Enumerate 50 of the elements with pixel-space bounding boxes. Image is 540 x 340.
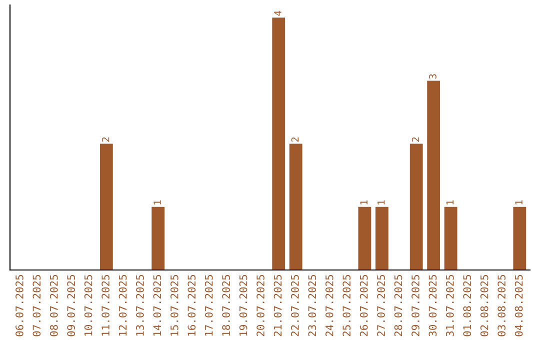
x-tick-label: 21.07.2025 <box>274 275 282 336</box>
x-tick-label: 15.07.2025 <box>170 275 178 336</box>
x-tick-label: 06.07.2025 <box>16 275 24 336</box>
x-tick-label: 18.07.2025 <box>222 275 230 336</box>
data-label: 2 <box>412 137 420 142</box>
x-tick-label: 13.07.2025 <box>136 275 144 336</box>
x-tick-label: 16.07.2025 <box>188 275 196 336</box>
bar <box>289 144 302 270</box>
x-tick-label: 29.07.2025 <box>412 275 420 336</box>
x-tick-label: 10.07.2025 <box>84 275 92 336</box>
bar <box>444 206 458 270</box>
bar <box>410 144 423 270</box>
x-tick-label: 22.07.2025 <box>291 275 299 336</box>
x-tick-label: 27.07.2025 <box>377 275 385 336</box>
bar <box>375 206 388 270</box>
x-tick-label: 14.07.2025 <box>153 275 162 336</box>
x-tick-label: 03.08.2025 <box>498 275 506 336</box>
x-tick-label: 11.07.2025 <box>102 275 110 336</box>
x-tick-label: 20.07.2025 <box>256 275 264 336</box>
bar <box>152 206 165 270</box>
x-tick-label: 17.07.2025 <box>204 275 213 336</box>
x-tick-label: 24.07.2025 <box>325 275 334 336</box>
x-tick-label: 23.07.2025 <box>308 275 316 336</box>
data-label: 2 <box>102 137 110 142</box>
data-label: 4 <box>274 10 282 16</box>
x-tick-label: 09.07.2025 <box>67 275 76 336</box>
x-tick-label: 12.07.2025 <box>118 275 127 336</box>
data-label: 1 <box>360 200 368 204</box>
bar <box>358 206 372 270</box>
x-tick-label: 01.08.2025 <box>463 275 472 336</box>
bar <box>100 144 113 270</box>
x-tick-label: 26.07.2025 <box>360 275 368 336</box>
data-label: 1 <box>446 200 454 204</box>
data-label: 1 <box>378 200 385 204</box>
data-label: 3 <box>429 74 436 79</box>
x-tick-label: 25.07.2025 <box>342 275 351 336</box>
data-label: 1 <box>154 200 161 204</box>
x-tick-label: 02.08.2025 <box>480 275 488 336</box>
data-label: 2 <box>291 137 299 142</box>
x-tick-label: 30.07.2025 <box>428 275 437 336</box>
bar <box>513 206 526 270</box>
bar <box>427 80 440 270</box>
x-tick-label: 04.08.2025 <box>514 275 523 336</box>
x-tick-label: 31.07.2025 <box>446 275 454 336</box>
x-tick-label: 08.07.2025 <box>50 275 58 336</box>
data-label: 1 <box>515 200 522 204</box>
x-tick-label: 19.07.2025 <box>239 275 248 336</box>
x-tick-label: 07.07.2025 <box>32 275 41 336</box>
x-tick-label: 28.07.2025 <box>394 275 402 336</box>
bar <box>272 18 286 270</box>
